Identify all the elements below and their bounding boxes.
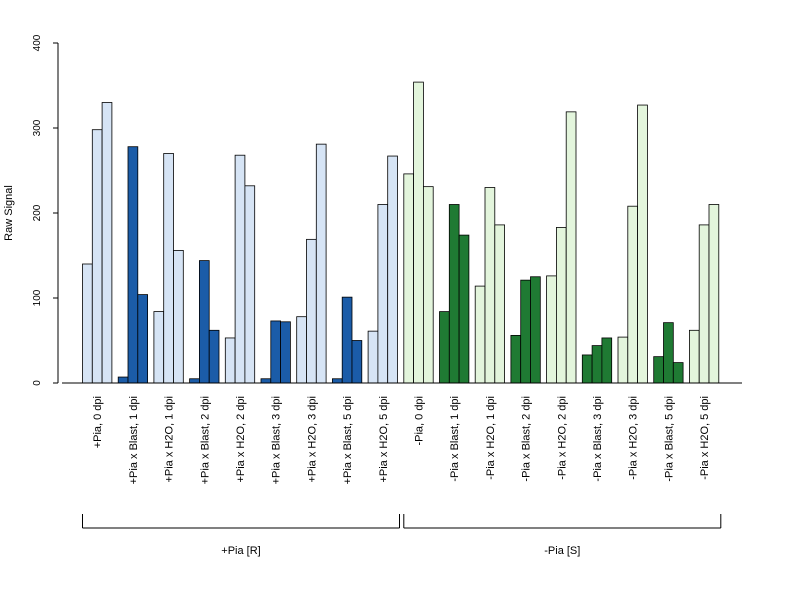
bar [101,102,113,384]
x-tick-label: +Pia x H2O, 2 dpi [235,396,247,483]
x-tick-label: -Pia x H2O, 3 dpi [628,396,640,480]
x-tick-label: -Pia x H2O, 5 dpi [699,396,711,480]
bar [377,204,389,384]
x-tick-label: +Pia, 0 dpi [92,396,104,448]
bar [173,249,184,384]
bar [387,155,398,384]
category-labels: +Pia, 0 dpi +Pia x Blast, 1 dpi +Pia x H2O… [92,396,711,484]
x-tick-label: +Pia x H2O, 5 dpi [378,396,390,483]
bar [244,185,256,384]
bar [341,296,353,384]
bar [484,187,496,384]
bar [137,294,149,384]
y-tick-label: 400 [32,34,43,51]
x-tick-label: +Pia x Blast, 5 dpi [342,396,354,484]
bar [627,205,638,384]
bar [520,279,531,384]
bar [494,224,505,384]
x-tick-label: +Pia x Blast, 1 dpi [128,396,140,484]
group-label: -Pia [S] [544,545,580,557]
x-tick-label: -Pia x H2O, 2 dpi [556,396,568,480]
bar [689,329,700,384]
bar [315,143,327,384]
bar [591,345,603,384]
bar [403,173,414,384]
bar [82,263,93,384]
bar [422,186,434,384]
bar [672,362,684,384]
group-label: +Pia [R] [221,545,260,557]
bar [617,336,629,384]
bar [510,334,522,384]
bar [331,378,343,384]
bar [280,321,291,384]
bar [581,354,593,384]
bar [117,376,129,384]
bar [565,111,577,384]
x-tick-label: -Pia, 0 dpi [414,396,426,446]
bar [556,227,567,384]
bar [270,320,281,384]
x-tick-label: +Pia x H2O, 3 dpi [306,396,318,483]
bar [198,260,210,384]
x-tick-label: -Pia x Blast, 5 dpi [663,396,675,482]
x-tick-label: +Pia x Blast, 3 dpi [271,396,283,484]
bar [698,224,710,384]
bar [224,337,236,384]
x-tick-label: -Pia x Blast, 2 dpi [521,396,533,482]
x-tick-label: +Pia x H2O, 1 dpi [164,396,176,483]
bar [663,322,674,384]
bar [367,330,379,384]
bar [208,329,220,384]
bar [306,238,317,384]
x-tick-label: -Pia x Blast, 3 dpi [592,396,604,482]
bar [708,204,720,384]
bar [91,129,103,384]
y-axis: 0 100 200 300 400 [32,34,59,386]
bar [413,81,424,384]
bar [296,316,307,384]
bar [234,154,246,384]
bar [260,378,272,384]
bar [153,311,165,384]
bar [637,104,648,384]
bars [82,81,720,384]
bar [439,311,450,384]
y-tick-label: 300 [32,119,43,136]
bar [163,153,174,384]
y-tick-label: 100 [32,289,43,306]
bar [189,378,200,384]
y-tick-label: 0 [32,380,43,386]
bar [458,234,470,384]
bar [474,285,486,384]
bar [127,146,139,384]
y-axis-title: Raw Signal [3,185,15,241]
x-tick-label: -Pia x H2O, 1 dpi [485,396,497,480]
bar [601,337,613,384]
y-tick-label: 200 [32,204,43,221]
bar [530,276,541,384]
x-tick-label: -Pia x Blast, 1 dpi [449,396,461,482]
bar [546,275,557,384]
bar [351,340,363,384]
bar [653,356,664,384]
x-tick-label: +Pia x Blast, 2 dpi [199,396,211,484]
group-brackets: +Pia [R] -Pia [S] [82,514,722,557]
bar [448,204,460,384]
